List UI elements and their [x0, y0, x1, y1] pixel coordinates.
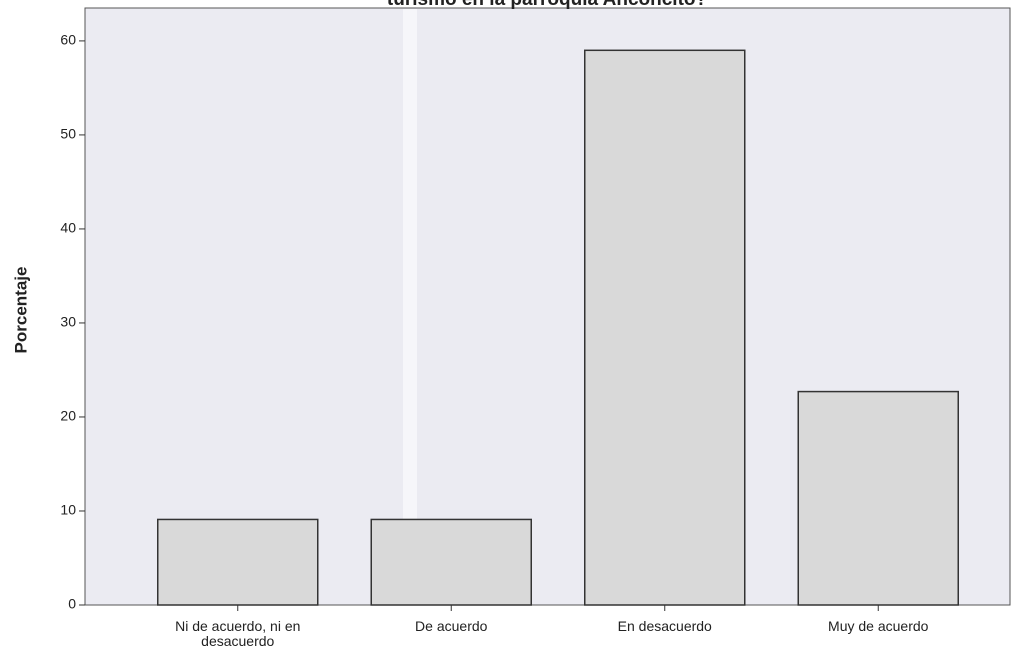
y-axis-label: Porcentaje: [11, 267, 30, 354]
chart-title: turismo en la parroquia Anconcito?: [387, 0, 707, 10]
bar: [584, 49, 746, 606]
bar: [370, 518, 532, 606]
y-tick-label: 30: [60, 314, 76, 330]
x-tick-label: Muy de acuerdo: [828, 618, 929, 634]
x-tick-label: Ni de acuerdo, ni en desacuerdo: [175, 618, 301, 649]
y-tick-label: 50: [60, 126, 76, 142]
plot-stripe: [403, 9, 417, 604]
x-tick-label: En desacuerdo: [617, 618, 712, 634]
bar: [797, 390, 959, 606]
y-tick-label: 40: [60, 220, 76, 236]
y-tick-label: 0: [68, 596, 76, 612]
y-tick-label: 10: [60, 502, 76, 518]
bar: [157, 518, 319, 606]
x-tick-label: De acuerdo: [415, 618, 488, 634]
y-tick-label: 20: [60, 408, 76, 424]
y-tick-label: 60: [60, 32, 76, 48]
